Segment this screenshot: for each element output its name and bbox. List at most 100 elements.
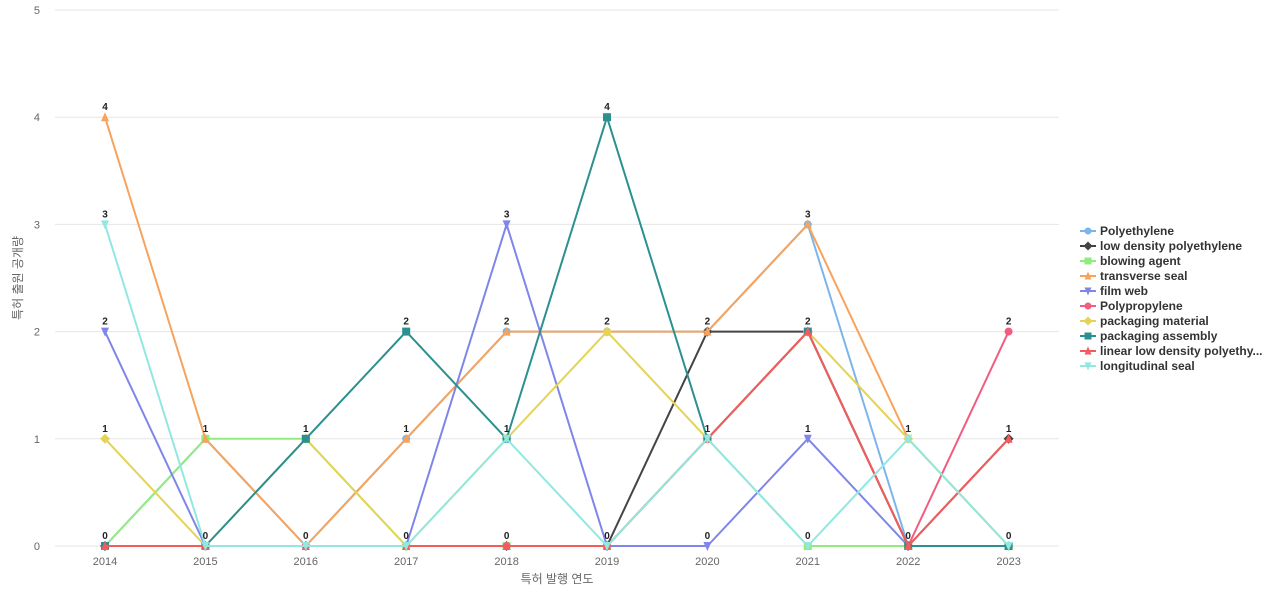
- data-label: 0: [403, 531, 409, 542]
- data-label: 2: [102, 317, 108, 328]
- legend-symbol: [1084, 287, 1092, 296]
- data-label: 4: [102, 102, 108, 113]
- data-point: [904, 541, 913, 550]
- legend-symbol: [1084, 257, 1092, 265]
- data-point: [603, 542, 611, 551]
- legend-symbol: [1083, 316, 1093, 326]
- legend-symbol: [1084, 302, 1092, 310]
- legend-label: longitudinal seal: [1100, 359, 1195, 373]
- data-point: [101, 220, 109, 230]
- y-tick-label: 2: [34, 327, 40, 339]
- data-label: 1: [805, 424, 811, 435]
- data-label: 4: [604, 102, 610, 113]
- data-label: 2: [403, 317, 409, 328]
- x-tick-label: 2015: [193, 556, 217, 568]
- data-point: [803, 434, 812, 444]
- data-point: [703, 434, 712, 444]
- data-point: [803, 219, 812, 229]
- data-point: [904, 434, 913, 444]
- x-tick-label: 2017: [394, 556, 418, 568]
- x-tick-label: 2023: [996, 556, 1020, 568]
- data-label: 0: [1006, 531, 1012, 542]
- data-label: 2: [805, 317, 811, 328]
- data-label: 1: [303, 424, 309, 435]
- series-lines: [100, 112, 1014, 551]
- data-point: [502, 434, 511, 444]
- data-label: 1: [403, 424, 409, 435]
- data-label: 3: [504, 209, 510, 220]
- data-point: [703, 542, 712, 551]
- y-tick-label: 0: [34, 541, 40, 553]
- legend-label: linear low density polyethy...: [1100, 344, 1262, 358]
- data-point: [1004, 542, 1013, 551]
- legend-label: packaging assembly: [1100, 329, 1218, 343]
- data-point: [100, 433, 110, 444]
- data-label: 2: [604, 317, 610, 328]
- y-axis-ticks: 0 1 2 3 4 5: [34, 5, 40, 553]
- legend-item[interactable]: low density polyethylene: [1080, 239, 1242, 253]
- data-point: [201, 542, 210, 551]
- series-9: [101, 220, 1013, 551]
- data-label: 2: [504, 317, 510, 328]
- data-labels: 4 3 2 1 0 1 0 1 0 2 1 0 3 2 1 0 4 2 0 2 1 0 3 2 1 0 1 0 2 1 0: [102, 102, 1012, 542]
- x-tick-label: 2016: [294, 556, 318, 568]
- data-label: 2: [705, 317, 711, 328]
- data-point: [101, 541, 109, 550]
- y-tick-label: 3: [34, 219, 40, 231]
- data-point: [101, 112, 109, 122]
- data-point: [1004, 327, 1013, 336]
- data-label: 1: [705, 424, 711, 435]
- y-tick-label: 1: [34, 434, 40, 446]
- data-point: [201, 433, 210, 443]
- legend-item[interactable]: packaging material: [1080, 314, 1209, 328]
- legend-symbol: [1084, 362, 1092, 371]
- data-point: [803, 542, 812, 551]
- data-point: [502, 541, 511, 550]
- data-label: 1: [1006, 424, 1012, 435]
- data-label: 3: [805, 209, 811, 220]
- data-point: [703, 326, 712, 336]
- legend-symbol: [1084, 227, 1092, 235]
- legend-item[interactable]: blowing agent: [1080, 254, 1181, 268]
- x-axis-ticks: 2014 2015 2016 2017 2018 2019 2020 2021 2022 2023: [93, 556, 1021, 568]
- data-point: [803, 326, 812, 336]
- data-label: 3: [102, 209, 108, 220]
- data-label: 0: [504, 531, 510, 542]
- legend-item[interactable]: linear low density polyethy...: [1080, 344, 1262, 358]
- data-label: 1: [102, 424, 108, 435]
- data-point: [301, 434, 310, 443]
- legend-item[interactable]: transverse seal: [1080, 269, 1187, 283]
- legend-label: blowing agent: [1100, 254, 1181, 268]
- legend-item[interactable]: Polyethylene: [1080, 224, 1174, 238]
- legend-item[interactable]: Polypropylene: [1080, 299, 1183, 313]
- x-tick-label: 2020: [695, 556, 719, 568]
- x-tick-label: 2022: [896, 556, 920, 568]
- data-label: 0: [604, 531, 610, 542]
- data-label: 1: [905, 424, 911, 435]
- data-point: [1004, 433, 1013, 443]
- x-tick-label: 2014: [93, 556, 117, 568]
- data-point: [402, 542, 411, 551]
- legend-label: low density polyethylene: [1100, 239, 1242, 253]
- x-tick-label: 2019: [595, 556, 619, 568]
- data-point: [301, 542, 310, 551]
- data-point: [502, 220, 511, 230]
- legend-symbol: [1084, 346, 1092, 355]
- series-3: [101, 112, 1013, 550]
- legend-label: transverse seal: [1100, 269, 1187, 283]
- legend-symbol: [1083, 241, 1093, 251]
- legend-symbol: [1084, 332, 1092, 340]
- data-label: 1: [203, 424, 209, 435]
- x-axis-title: 특허 발행 연도: [521, 571, 594, 586]
- legend-item[interactable]: film web: [1080, 284, 1148, 298]
- x-tick-label: 2021: [796, 556, 820, 568]
- data-point: [602, 326, 612, 337]
- data-point: [402, 327, 411, 336]
- data-label: 0: [102, 531, 108, 542]
- data-point: [402, 433, 411, 443]
- series-line: [104, 224, 1010, 547]
- legend-item[interactable]: packaging assembly: [1080, 329, 1218, 343]
- legend-item[interactable]: longitudinal seal: [1080, 359, 1195, 373]
